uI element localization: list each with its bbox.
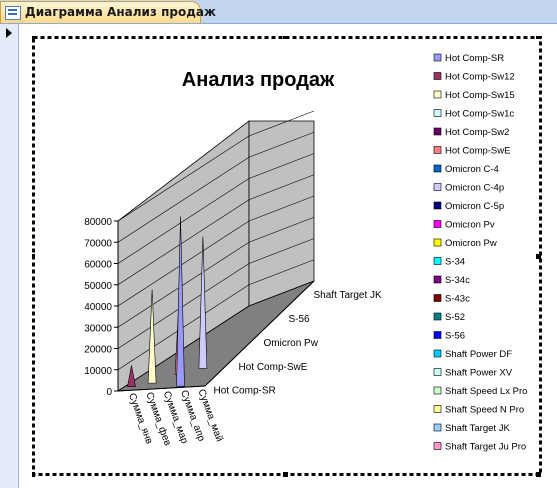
resize-handle[interactable] — [283, 36, 288, 39]
data-cone — [127, 365, 136, 387]
legend-swatch — [433, 442, 442, 450]
category-axis — [117, 385, 206, 392]
gridline — [117, 195, 315, 307]
legend-swatch — [433, 146, 442, 154]
gridline — [117, 216, 315, 328]
legend-swatch — [433, 405, 442, 413]
data-cone — [198, 236, 208, 369]
legend-entry: Shaft Power XV — [445, 368, 513, 379]
gridline — [117, 259, 315, 371]
legend-entry: Shaft Power DF — [445, 349, 512, 360]
legend-entry: Hot Comp-SR — [445, 53, 504, 64]
record-selector-bar[interactable] — [0, 24, 19, 488]
value-axis-tick-label: 30000 — [84, 323, 112, 334]
legend[interactable]: Hot Comp-SR Hot Comp-Sw12 Hot Comp-Sw15 Hot… — [433, 53, 527, 453]
data-cone — [147, 289, 157, 384]
legend-swatch — [433, 164, 442, 173]
legend-entry: Shaft Speed N Pro — [445, 405, 524, 416]
legend-swatch — [433, 294, 442, 302]
legend-swatch — [433, 349, 442, 358]
legend-entry: Shaft Speed Lx Pro — [445, 386, 527, 397]
value-axis-tick-label: 10000 — [84, 366, 112, 377]
data-cone — [176, 216, 185, 387]
legend-entry: Hot Comp-SwE — [445, 146, 510, 157]
resize-handle[interactable] — [536, 254, 541, 259]
legend-entry: Omicron C-4 — [445, 164, 499, 175]
legend-entry: Omicron Pw — [445, 238, 497, 249]
legend-swatch — [433, 201, 442, 210]
legend-swatch — [433, 331, 442, 339]
legend-entry: Omicron C-5p — [445, 201, 504, 212]
legend-swatch — [433, 53, 442, 62]
series-axis — [204, 280, 315, 387]
value-axis-tick-label: 40000 — [84, 302, 112, 313]
gridline — [117, 110, 315, 222]
series-axis-ticks: Hot Comp-SR Hot Comp-SwE Omicron Pw S-56 Sha… — [214, 290, 383, 396]
legend-entry: Shaft Target Ju Pro — [445, 442, 526, 453]
legend-entry: Hot Comp-Sw12 — [445, 72, 515, 83]
series-axis-tick-label: S-56 — [289, 314, 311, 325]
legend-swatch — [433, 183, 442, 191]
category-axis-ticks: Сумма_янвСумма_февСумма_марСумма_апрСумм… — [126, 388, 225, 447]
legend-swatch — [433, 386, 442, 395]
tab-chart-form[interactable]: Диаграмма Анализ продаж — [0, 1, 216, 23]
resize-handle[interactable] — [536, 472, 541, 477]
legend-entry: Omicron C-4p — [445, 183, 504, 194]
legend-entry: S-34c — [445, 275, 470, 286]
chart-title: Анализ продаж — [182, 69, 335, 91]
legend-swatch — [433, 423, 442, 432]
resize-handle[interactable] — [283, 472, 288, 477]
data-cones — [127, 216, 208, 387]
legend-swatch — [433, 275, 442, 284]
resize-handle[interactable] — [32, 36, 35, 39]
value-axis-tick-label: 60000 — [84, 260, 112, 271]
value-axis-tick-label: 70000 — [84, 238, 112, 249]
gridline — [117, 131, 315, 243]
resize-handle[interactable] — [32, 254, 35, 259]
resize-handle[interactable] — [536, 36, 541, 39]
value-axis-tick-label: 0 — [106, 387, 112, 398]
legend-swatch — [433, 127, 442, 136]
resize-handle[interactable] — [32, 472, 35, 477]
chart: Анализ продаж 80000 70000 60000 50000 40000 3… — [32, 36, 542, 477]
legend-swatch — [433, 257, 442, 265]
legend-entry: S-43c — [445, 294, 470, 305]
legend-swatch — [433, 238, 442, 247]
legend-entry: Shaft Target JK — [445, 423, 510, 434]
legend-swatch — [433, 109, 442, 117]
series-axis-tick-label: Shaft Target JK — [314, 290, 383, 301]
tab-title: Диаграмма Анализ продаж — [25, 5, 216, 19]
legend-swatch — [433, 90, 442, 99]
value-axis-tick-label: 50000 — [84, 281, 112, 292]
legend-swatch — [433, 220, 442, 228]
record-selector-icon — [6, 28, 12, 38]
legend-swatch — [433, 312, 442, 321]
value-axis-tick-label: 80000 — [84, 217, 112, 228]
gridline — [117, 238, 315, 349]
legend-entry: S-52 — [445, 312, 465, 323]
legend-swatch — [433, 72, 442, 80]
legend-swatch — [433, 368, 442, 376]
back-wall — [248, 120, 315, 307]
legend-entry: S-56 — [445, 331, 465, 342]
series-axis-tick-label: Hot Comp-SwE — [239, 362, 308, 373]
gridline — [117, 153, 315, 264]
legend-entry: Omicron Pv — [445, 220, 495, 231]
value-axis-ticks: 80000 70000 60000 50000 40000 30000 20000 10000… — [84, 217, 118, 398]
gridlines — [117, 110, 315, 371]
form-icon — [5, 6, 21, 20]
chart-object-frame[interactable]: Анализ продаж 80000 70000 60000 50000 40000 3… — [32, 36, 543, 477]
legend-entry: Hot Comp-Sw2 — [445, 127, 509, 138]
series-axis-tick-label: Hot Comp-SR — [214, 386, 276, 397]
gridline — [117, 174, 315, 286]
legend-entry: S-34 — [445, 257, 465, 268]
legend-entry: Hot Comp-Sw1c — [445, 109, 514, 120]
value-axis-tick-label: 20000 — [84, 345, 112, 356]
legend-entry: Hot Comp-Sw15 — [445, 90, 515, 101]
tab-bar: Диаграмма Анализ продаж — [0, 0, 557, 24]
series-axis-tick-label: Omicron Pw — [264, 338, 319, 349]
